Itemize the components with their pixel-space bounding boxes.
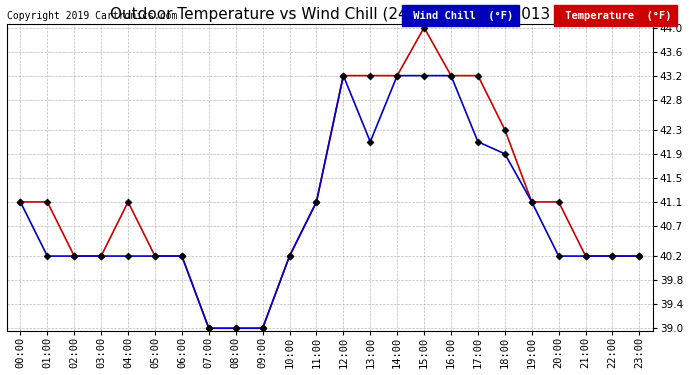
- Title: Outdoor Temperature vs Wind Chill (24 Hours)  20191013: Outdoor Temperature vs Wind Chill (24 Ho…: [110, 7, 550, 22]
- Text: Copyright 2019 Cartronics.com: Copyright 2019 Cartronics.com: [7, 11, 177, 21]
- Text: Wind Chill  (°F): Wind Chill (°F): [407, 11, 513, 21]
- Text: Temperature  (°F): Temperature (°F): [559, 11, 671, 21]
